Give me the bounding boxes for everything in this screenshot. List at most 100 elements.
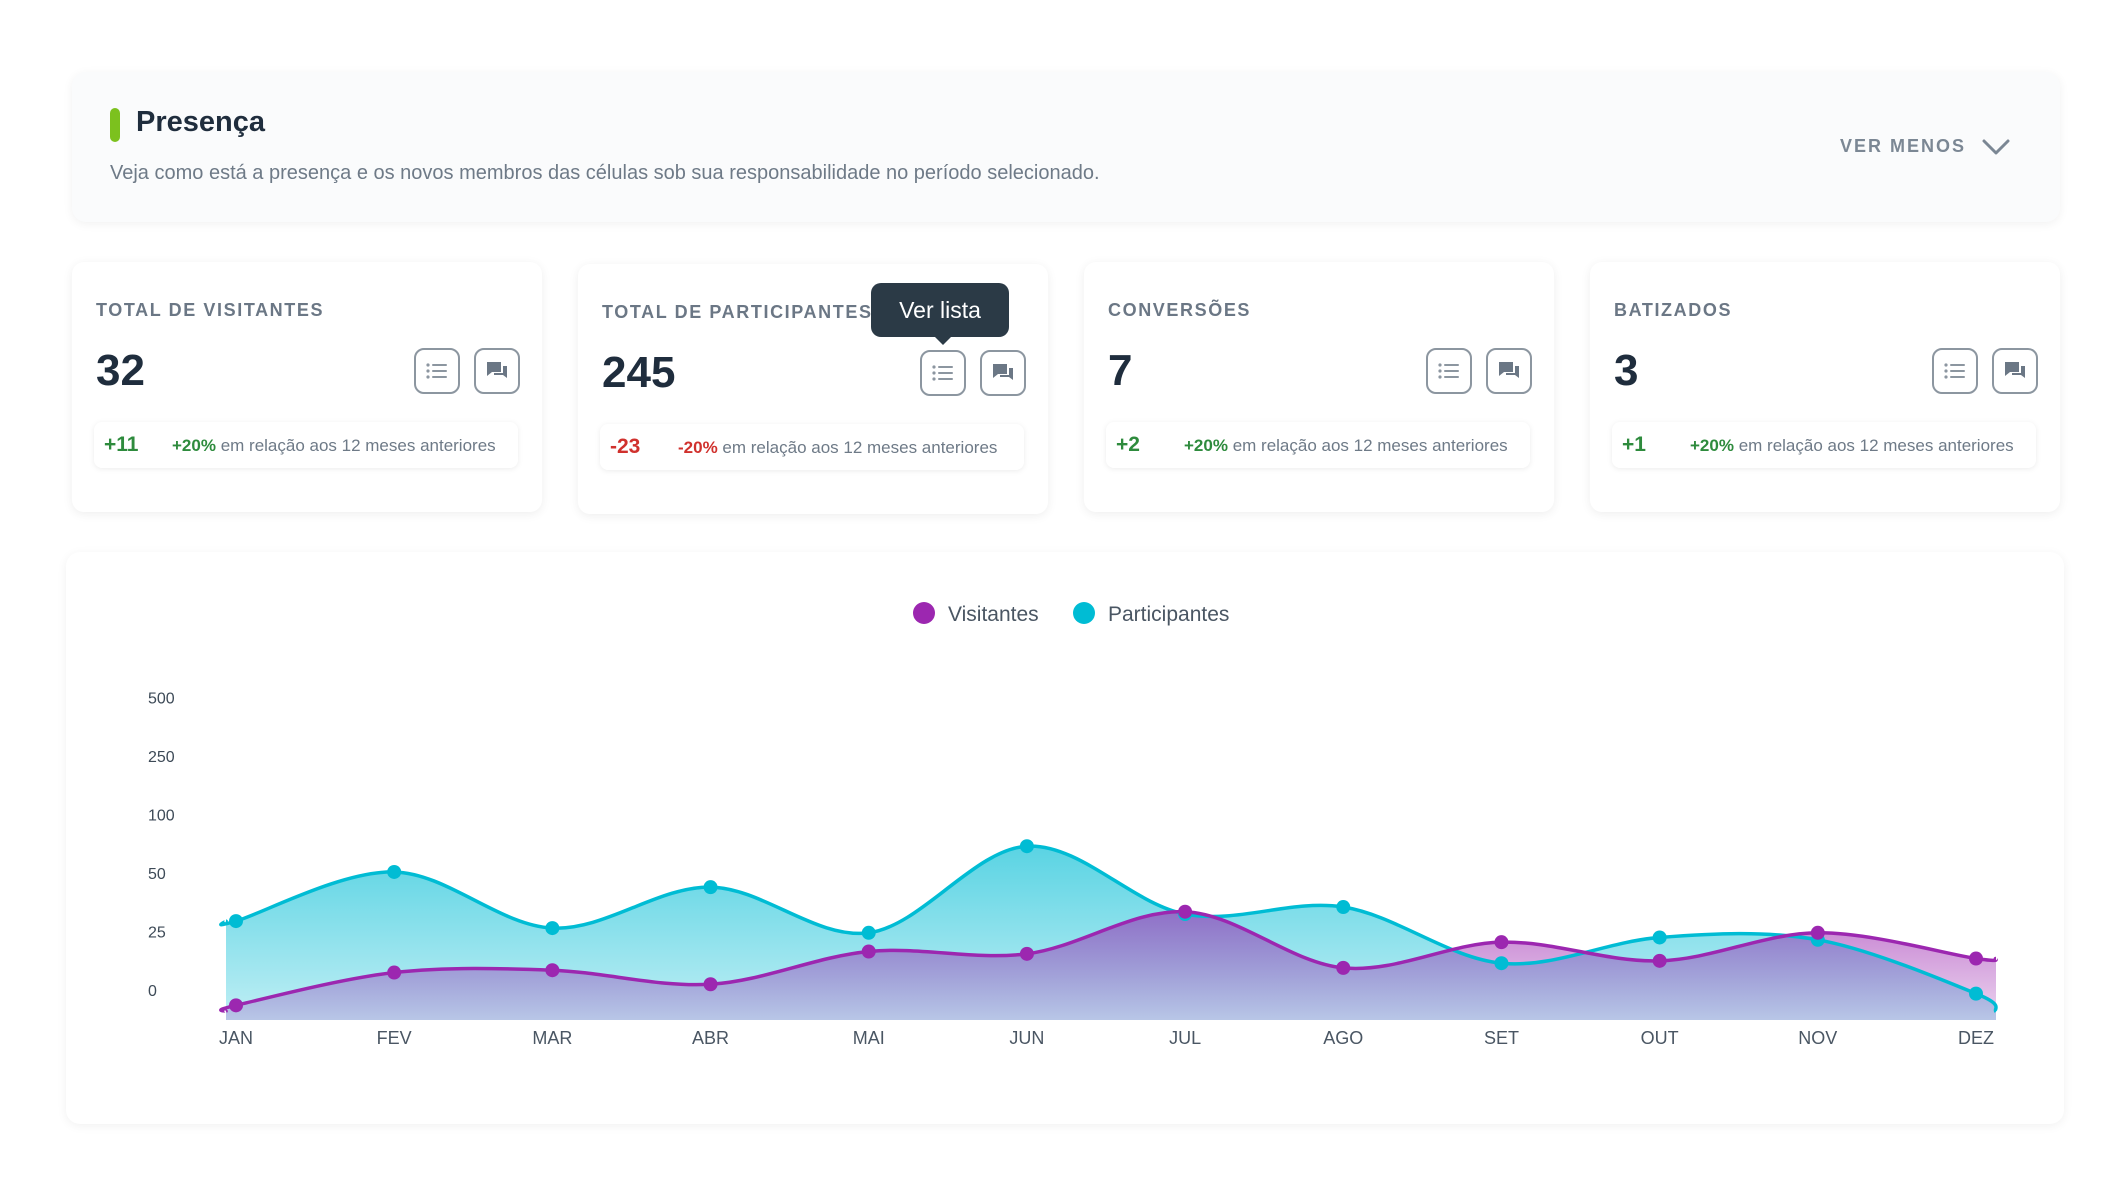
- page-title: Presença: [136, 106, 265, 138]
- chat-icon: [487, 362, 507, 378]
- list-icon: [932, 365, 953, 381]
- point-visitantes-dez[interactable]: [1969, 951, 1983, 966]
- card-label: CONVERSÕES: [1108, 300, 1252, 320]
- x-tick-label: JAN: [219, 1028, 253, 1048]
- card-label: TOTAL DE PARTICIPANTES: [602, 302, 873, 322]
- x-tick-label: ABR: [692, 1028, 729, 1048]
- point-visitantes-mai[interactable]: [861, 944, 876, 959]
- delta-percent: +20%: [1690, 436, 1734, 455]
- list-button[interactable]: [1426, 348, 1472, 394]
- x-tick-label: FEV: [377, 1028, 412, 1048]
- card-batizados: BATIZADOS 3 +1 +20% em relação aos 12 me…: [1590, 262, 2060, 512]
- card-value: 3: [1614, 346, 1639, 395]
- point-participantes-abr[interactable]: [703, 880, 718, 895]
- point-visitantes-set[interactable]: [1494, 935, 1509, 950]
- delta-value: -23: [610, 435, 641, 458]
- page-subtitle: Veja como está a presença e os novos mem…: [110, 162, 1100, 184]
- chat-icon: [2005, 362, 2025, 378]
- point-participantes-fev[interactable]: [387, 864, 402, 879]
- point-visitantes-jul[interactable]: [1178, 904, 1193, 919]
- point-participantes-dez[interactable]: [1969, 986, 1983, 1001]
- x-tick-label: JUL: [1169, 1028, 1201, 1048]
- chat-button[interactable]: [474, 348, 520, 394]
- delta-value: +11: [104, 433, 139, 456]
- delta-pill: +11 +20% em relação aos 12 meses anterio…: [94, 422, 518, 468]
- delta-pill: +1 +20% em relação aos 12 meses anterior…: [1612, 422, 2036, 468]
- ver-menos-toggle[interactable]: VER MENOS: [1840, 136, 2010, 157]
- list-button[interactable]: [414, 348, 460, 394]
- point-participantes-mai[interactable]: [861, 925, 876, 940]
- presenca-header: Presença Veja como está a presença e os …: [72, 72, 2060, 222]
- list-button[interactable]: [1932, 348, 1978, 394]
- delta-percent: -20%: [678, 438, 718, 457]
- chart-points: [229, 839, 1983, 1013]
- point-visitantes-fev[interactable]: [387, 965, 402, 980]
- chart-lines: [219, 844, 1998, 1014]
- chart-areas: [220, 846, 1997, 1020]
- card-label: BATIZADOS: [1614, 300, 1733, 320]
- area-visitantes: [220, 911, 1997, 1020]
- delta-value: +1: [1622, 433, 1646, 456]
- y-tick-label: 250: [148, 749, 175, 766]
- line-participantes: [219, 844, 1998, 1013]
- delta-pill: +2 +20% em relação aos 12 meses anterior…: [1106, 422, 1530, 468]
- attendance-chart-panel: Visitantes Participantes 500 250 100 50 25 0 J…: [66, 552, 2064, 1124]
- delta-comparison: em relação aos 12 meses anteriores: [1738, 436, 2014, 455]
- card-visitantes: TOTAL DE VISITANTES 32 +11 +20% em relaç…: [72, 262, 542, 512]
- point-participantes-ago[interactable]: [1336, 900, 1351, 915]
- point-visitantes-ago[interactable]: [1336, 960, 1351, 975]
- chat-button[interactable]: [1992, 348, 2038, 394]
- list-icon: [1944, 363, 1965, 379]
- list-button[interactable]: [920, 350, 966, 396]
- delta-percent: +20%: [1184, 436, 1228, 455]
- delta-percent: +20%: [172, 436, 216, 455]
- delta-text: +20% em relação aos 12 meses anteriores: [172, 436, 496, 456]
- legend-marker-visitantes: [913, 602, 935, 624]
- delta-comparison: em relação aos 12 meses anteriores: [220, 436, 496, 455]
- y-tick-label: 25: [148, 925, 166, 942]
- y-tick-label: 50: [148, 866, 166, 883]
- y-tick-label: 500: [148, 691, 175, 708]
- point-visitantes-nov[interactable]: [1810, 925, 1825, 940]
- point-participantes-mar[interactable]: [545, 921, 560, 936]
- x-tick-label: DEZ: [1958, 1028, 1994, 1048]
- y-tick-label: 0: [148, 983, 157, 1000]
- chat-icon: [993, 364, 1013, 380]
- point-visitantes-mar[interactable]: [545, 963, 560, 978]
- chat-button[interactable]: [980, 350, 1026, 396]
- card-value: 7: [1108, 346, 1133, 395]
- legend-marker-participantes: [1073, 602, 1095, 624]
- delta-value: +2: [1116, 433, 1140, 456]
- point-participantes-jan[interactable]: [229, 914, 243, 929]
- x-tick-label: JUN: [1009, 1028, 1044, 1048]
- list-icon: [426, 363, 447, 379]
- x-tick-label: NOV: [1798, 1028, 1837, 1048]
- point-visitantes-jan[interactable]: [229, 998, 243, 1013]
- x-axis: JAN FEV MAR ABR MAI JUN JUL AGO SET OUT NOV DEZ: [219, 1028, 1994, 1048]
- chat-icon: [1499, 362, 1519, 378]
- delta-text: +20% em relação aos 12 meses anteriores: [1690, 436, 2014, 456]
- card-value: 32: [96, 346, 145, 395]
- x-tick-label: MAI: [853, 1028, 885, 1048]
- point-visitantes-abr[interactable]: [703, 977, 718, 992]
- legend-label-visitantes[interactable]: Visitantes: [948, 603, 1039, 626]
- point-visitantes-out[interactable]: [1652, 953, 1667, 968]
- x-tick-label: OUT: [1641, 1028, 1679, 1048]
- delta-pill: -23 -20% em relação aos 12 meses anterio…: [600, 424, 1024, 470]
- delta-text: -20% em relação aos 12 meses anteriores: [678, 438, 997, 458]
- legend-label-participantes[interactable]: Participantes: [1108, 603, 1229, 626]
- point-visitantes-jun[interactable]: [1019, 946, 1034, 961]
- accent-bar: [110, 108, 120, 142]
- x-tick-label: SET: [1484, 1028, 1519, 1048]
- point-participantes-set[interactable]: [1494, 956, 1509, 971]
- card-conversoes: CONVERSÕES 7 +2 +20% em relação aos 12 m…: [1084, 262, 1554, 512]
- point-participantes-out[interactable]: [1652, 930, 1667, 945]
- ver-menos-label: VER MENOS: [1839, 136, 1966, 156]
- delta-text: +20% em relação aos 12 meses anteriores: [1184, 436, 1508, 456]
- chart-legend: Visitantes Participantes: [913, 602, 1229, 626]
- delta-comparison: em relação aos 12 meses anteriores: [722, 438, 998, 457]
- x-tick-label: MAR: [532, 1028, 572, 1048]
- chat-button[interactable]: [1486, 348, 1532, 394]
- point-participantes-jun[interactable]: [1019, 839, 1034, 854]
